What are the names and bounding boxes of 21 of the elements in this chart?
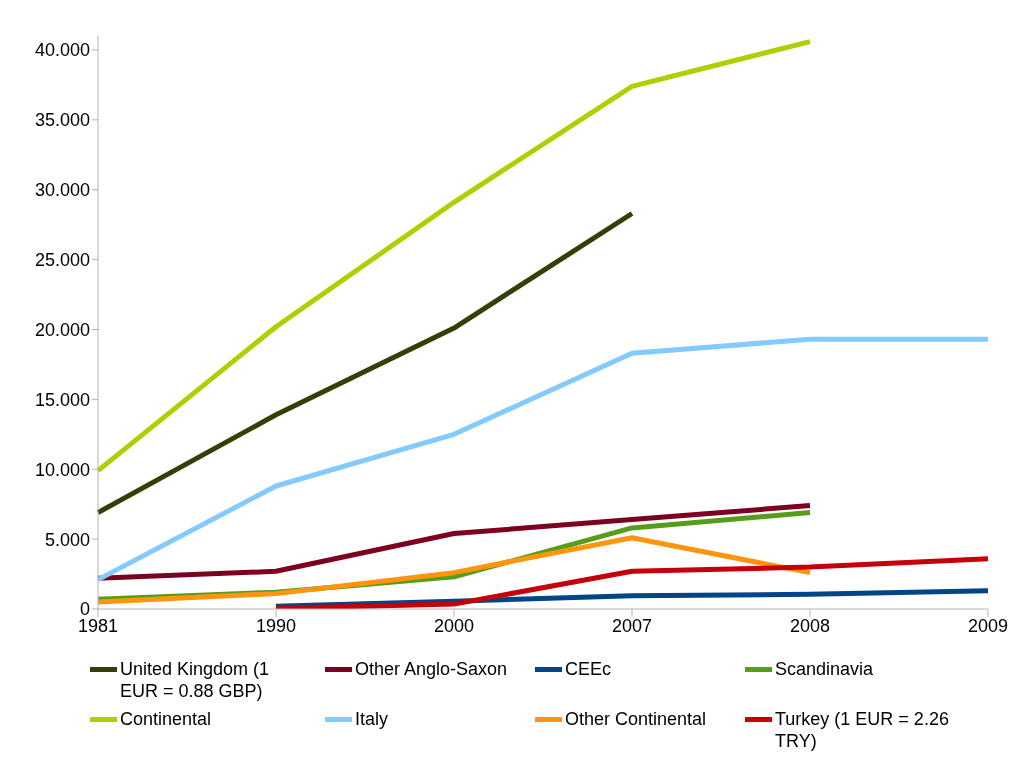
legend-label: Italy xyxy=(355,708,389,730)
legend-label: Other Anglo-Saxon xyxy=(355,658,509,680)
x-tick-label: 1990 xyxy=(255,615,297,636)
y-tick-label: 5.000 xyxy=(44,529,90,550)
y-tick-label: 30.000 xyxy=(34,180,90,201)
y-tick-label: 15.000 xyxy=(34,389,90,410)
y-tick-label: 25.000 xyxy=(34,250,90,270)
legend-label: Other Continental xyxy=(565,708,708,730)
y-tick-label: 10.000 xyxy=(34,459,90,480)
y-tick-label: 40.000 xyxy=(34,40,90,61)
x-tick-label: 2008 xyxy=(789,615,831,636)
legend-label: Turkey (1 EUR = 2.26 TRY) xyxy=(775,708,950,752)
legend-label: Continental xyxy=(120,708,213,730)
legend-label: United Kingdom (1 EUR = 0.88 GBP) xyxy=(120,658,271,702)
x-tick-label: 2007 xyxy=(611,615,653,636)
x-tick-label: 2009 xyxy=(967,615,1009,636)
y-tick-label: 20.000 xyxy=(34,319,90,340)
x-tick-label: 2000 xyxy=(433,615,475,636)
y-tick-label: 35.000 xyxy=(34,110,90,131)
legend-label: Scandinavia xyxy=(775,658,875,680)
legend-label: CEEc xyxy=(565,658,612,680)
